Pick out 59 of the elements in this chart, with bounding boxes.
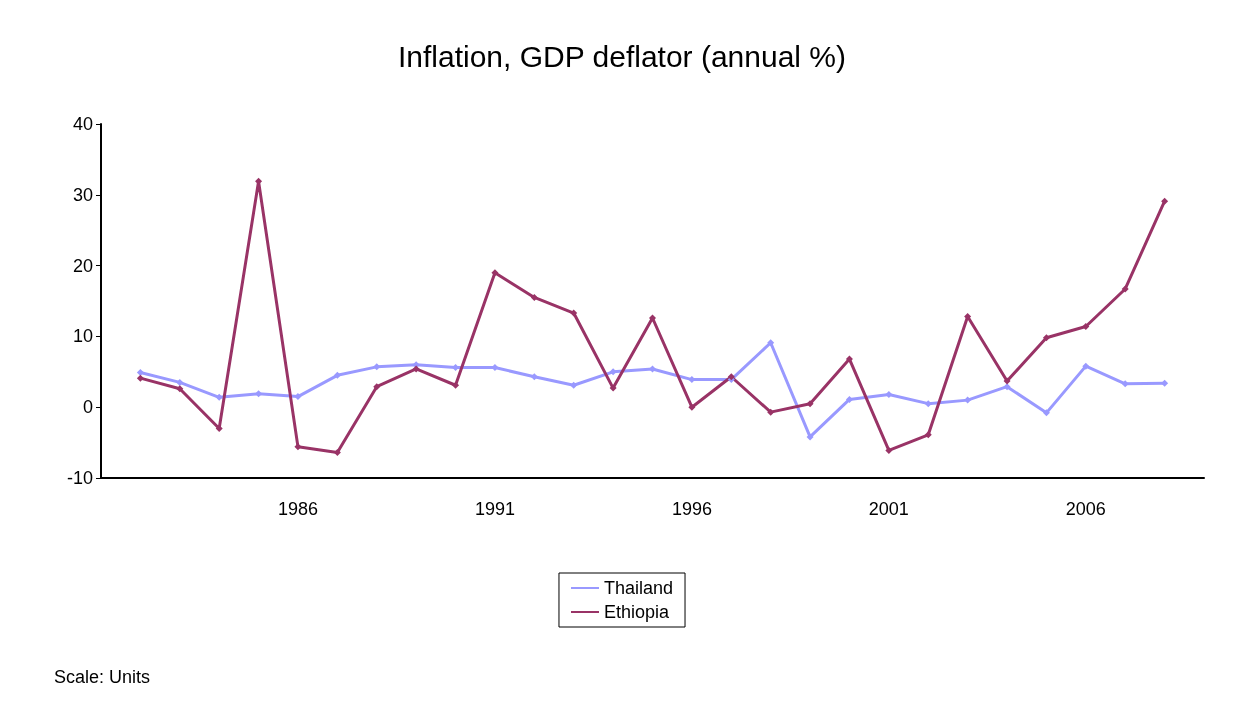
x-tick-label: 1996 [671, 499, 712, 519]
point [767, 408, 775, 416]
x-tick-label: 2006 [1065, 499, 1106, 519]
y-tick-label: 0 [82, 397, 93, 418]
point [452, 381, 460, 389]
point [1003, 383, 1011, 391]
point [885, 446, 893, 454]
point [176, 385, 184, 393]
point [1161, 379, 1169, 387]
point [255, 177, 263, 185]
point [609, 368, 617, 376]
point [136, 374, 144, 382]
chart-title: Inflation, GDP deflator (annual %) [397, 39, 847, 73]
point [136, 369, 144, 377]
text: Scale: Units [54, 667, 151, 687]
point [1161, 197, 1169, 205]
point [491, 269, 499, 277]
point [1003, 377, 1011, 385]
point [609, 384, 617, 392]
point [649, 365, 656, 373]
point [333, 449, 341, 457]
point [806, 400, 814, 408]
point [1082, 322, 1090, 330]
point [767, 339, 775, 347]
point [1121, 380, 1129, 388]
point [1082, 362, 1090, 370]
point [845, 355, 853, 363]
point [176, 378, 184, 386]
point [333, 371, 341, 379]
point [215, 393, 223, 401]
point [649, 314, 656, 322]
point [530, 293, 538, 301]
point [530, 373, 538, 381]
point [294, 393, 302, 401]
point [1042, 409, 1050, 417]
point [924, 400, 932, 408]
point [688, 403, 696, 411]
point [885, 390, 893, 398]
y-tick-label: 30 [72, 184, 93, 205]
point [964, 396, 972, 404]
point [570, 381, 578, 389]
x-tick-label: 2001 [868, 499, 909, 519]
point [806, 433, 814, 441]
point [373, 383, 381, 391]
y-tick-label: 20 [72, 255, 93, 276]
point [924, 431, 932, 439]
point [294, 443, 302, 451]
y-tick-label: 10 [72, 326, 93, 347]
legend-label: Thailand [603, 578, 674, 598]
point [1042, 334, 1050, 342]
point [412, 365, 420, 373]
y-tick-label: 40 [72, 114, 93, 134]
point [570, 309, 578, 317]
point [845, 395, 853, 403]
y-tick-label: -10 [66, 468, 93, 488]
legend-label: Ethiopia [603, 602, 671, 622]
point [1121, 285, 1129, 293]
x-tick-label: 1986 [277, 499, 318, 519]
x-tick-label: 1991 [474, 499, 515, 519]
